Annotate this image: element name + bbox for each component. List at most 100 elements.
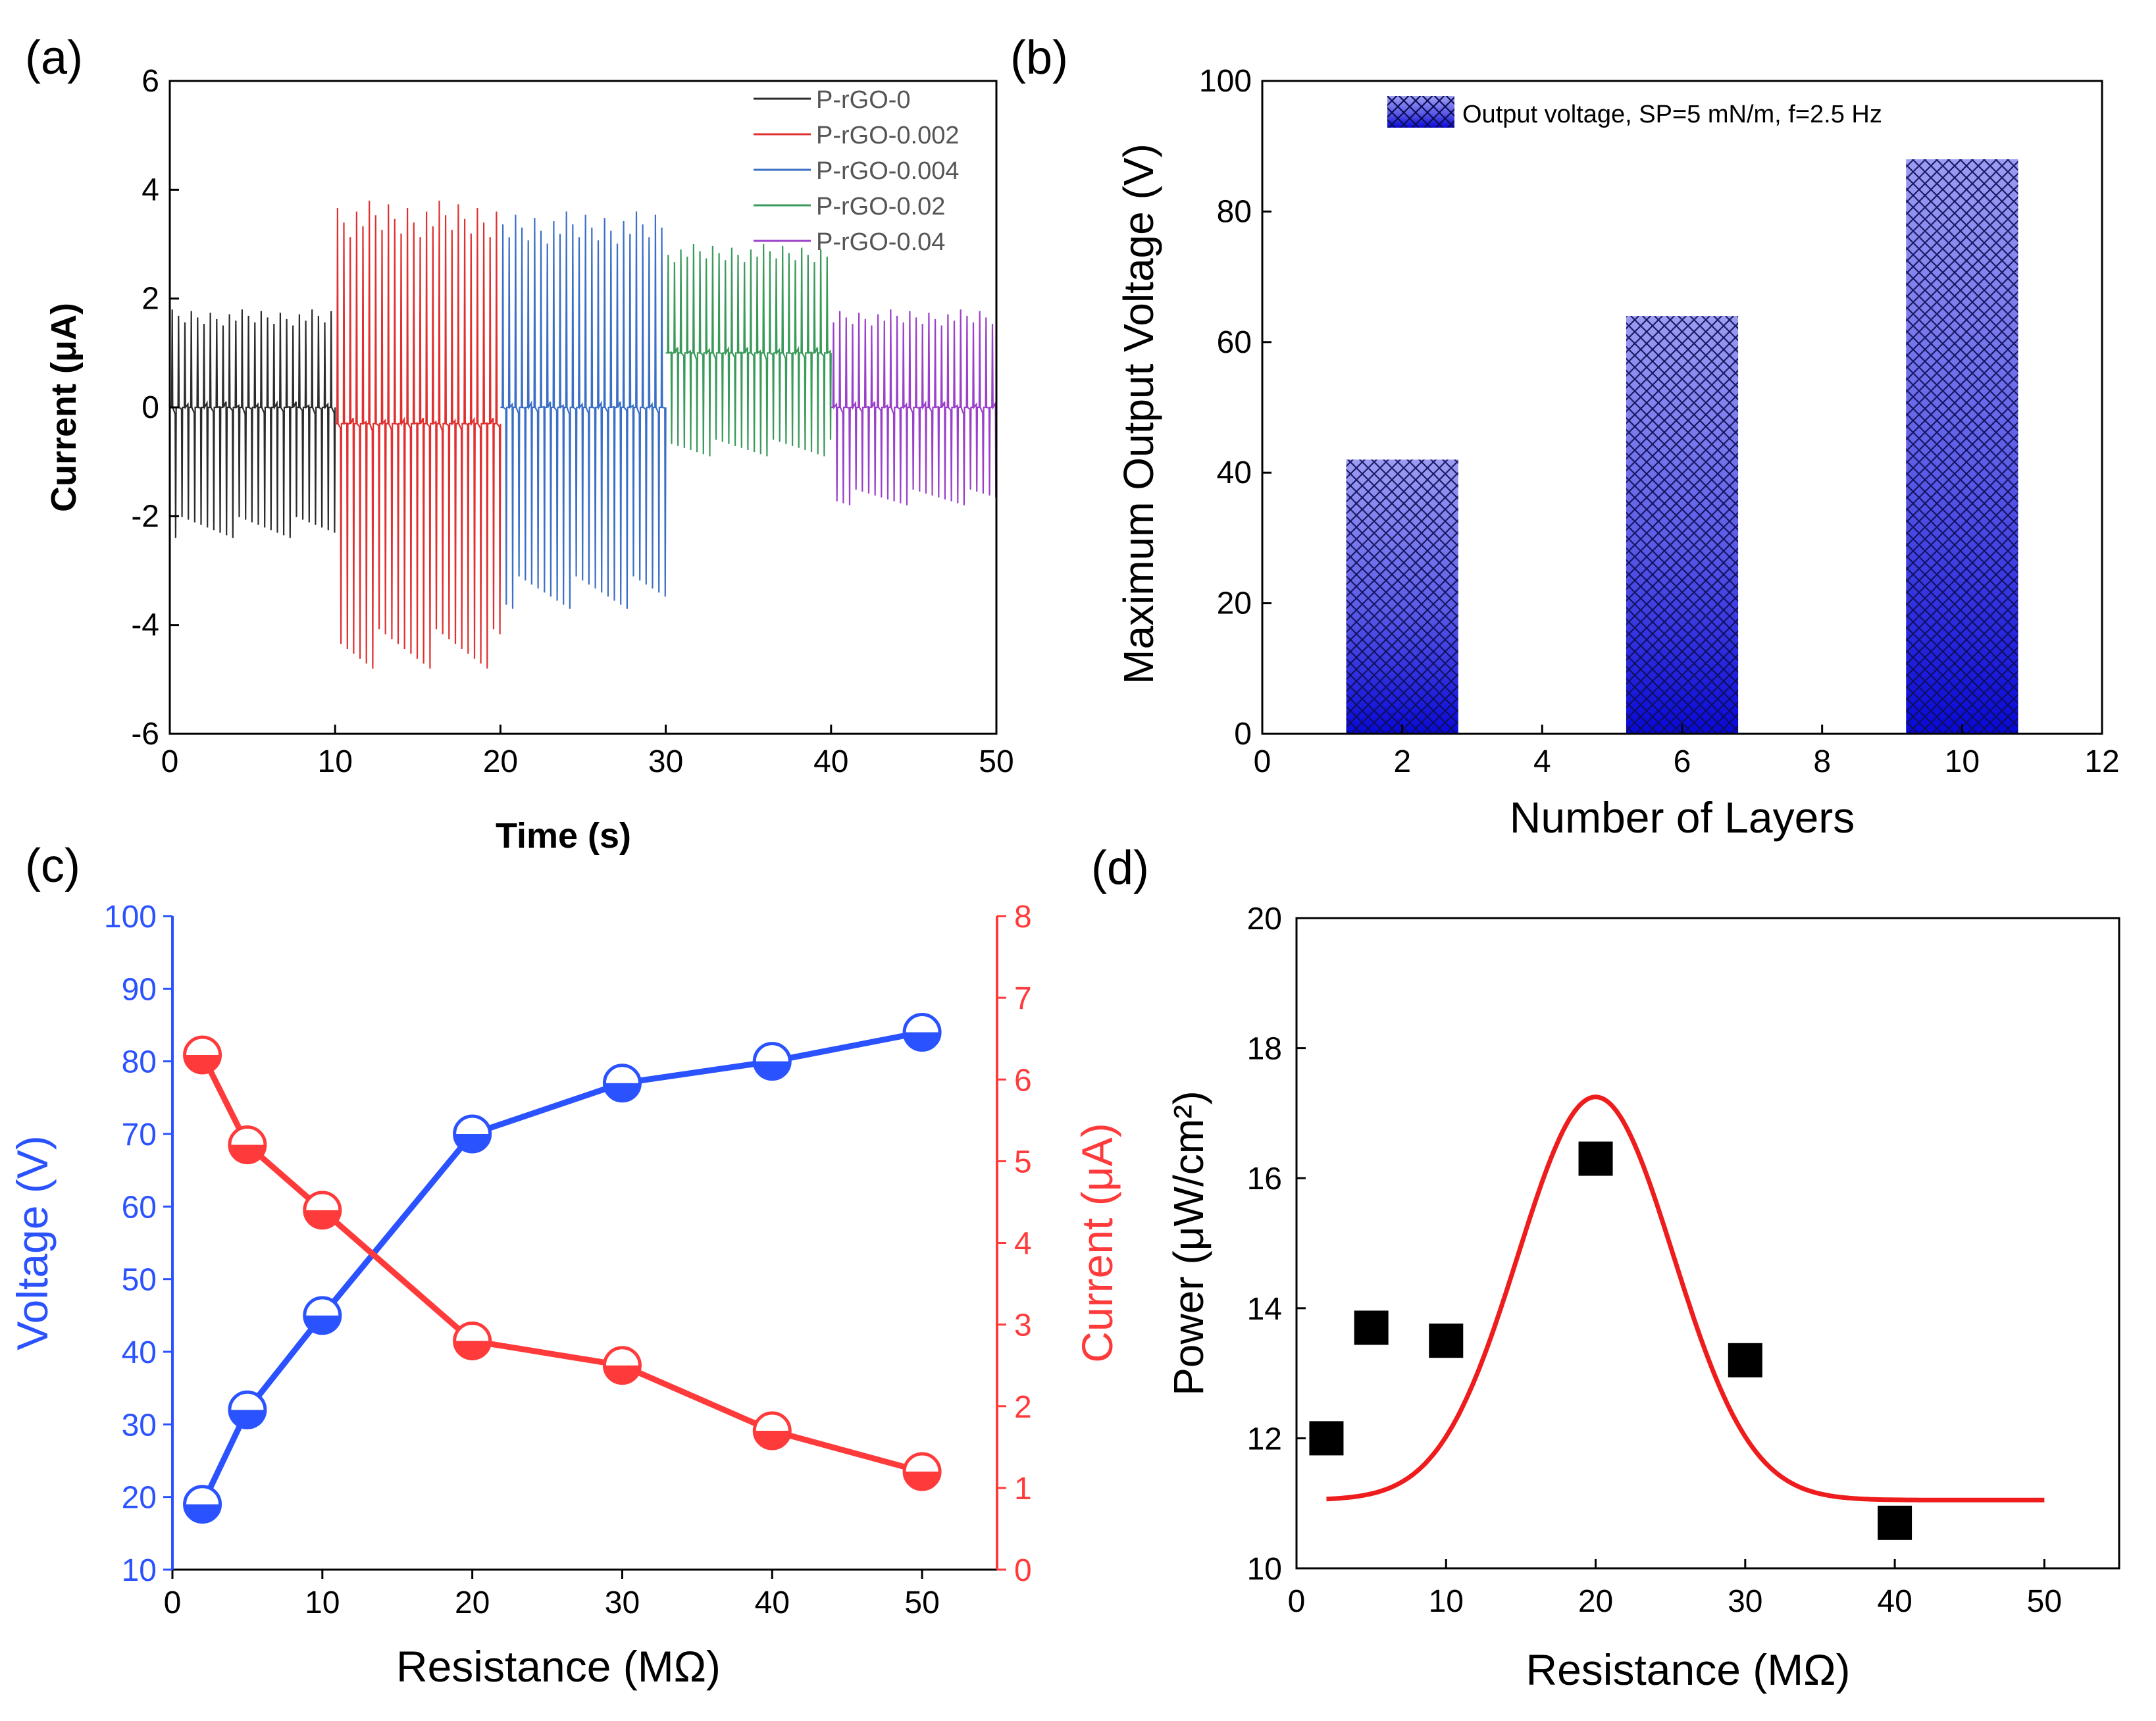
marker-half xyxy=(304,1315,340,1333)
x-tick-label: 10 xyxy=(1429,1584,1464,1619)
right-axis-title: Current (μA) xyxy=(1073,1123,1121,1362)
panel-label-a: (a) xyxy=(25,32,83,84)
marker-half xyxy=(604,1083,640,1101)
left-tick-label: 40 xyxy=(122,1335,157,1370)
marker-half xyxy=(604,1365,640,1383)
x-axis-title: Time (s) xyxy=(496,816,631,856)
legend-label: P-rGO-0.02 xyxy=(816,193,945,220)
series-line-current xyxy=(199,1053,923,1475)
data-point-power xyxy=(1309,1421,1344,1456)
x-tick-label: 30 xyxy=(1728,1584,1762,1619)
x-tick-label: 40 xyxy=(1877,1584,1912,1619)
right-tick-label: 4 xyxy=(1014,1227,1032,1262)
plot-frame-d xyxy=(1295,917,2120,1570)
bar-group xyxy=(1906,159,2018,734)
data-point-voltage xyxy=(183,1485,222,1524)
series-p-rgo-0-004 xyxy=(500,211,667,609)
x-tick-label: 30 xyxy=(605,1585,640,1620)
left-tick-label: 70 xyxy=(122,1117,157,1152)
series-line-p-rgo-0-04 xyxy=(831,309,996,505)
data-point-current xyxy=(183,1035,222,1075)
legend-label: Output voltage, SP=5 mN/m, f=2.5 Hz xyxy=(1462,101,1882,128)
x-tick-label: 50 xyxy=(904,1585,939,1620)
right-tick-label: 6 xyxy=(1014,1063,1032,1098)
marker-half xyxy=(184,1055,220,1073)
left-tick-label: 90 xyxy=(122,972,157,1007)
data-point-power xyxy=(1429,1323,1464,1358)
x-tick-label: 20 xyxy=(1578,1584,1613,1619)
y-tick-label: 6 xyxy=(141,64,159,99)
y-tick-label: -2 xyxy=(131,499,159,534)
data-point-voltage xyxy=(228,1390,267,1429)
x-tick-label: 10 xyxy=(305,1585,340,1620)
data-point-current xyxy=(902,1452,942,1491)
bar-hatch xyxy=(1346,459,1458,734)
data-point-voltage xyxy=(453,1114,492,1154)
y-tick-label: 10 xyxy=(1247,1552,1282,1587)
series-p-rgo-0 xyxy=(170,309,336,538)
legend-label: P-rGO-0 xyxy=(816,86,911,114)
data-point-current xyxy=(453,1321,492,1360)
data-point-power xyxy=(1728,1343,1762,1377)
panel-label-b: (b) xyxy=(1010,32,1068,84)
y-tick-label: 100 xyxy=(1199,64,1252,99)
data-point-current xyxy=(228,1125,267,1165)
panel-label-d: (d) xyxy=(1091,842,1149,894)
left-axis-title: Voltage (V) xyxy=(8,1135,57,1350)
legend-swatch-hatch xyxy=(1387,96,1454,128)
y-tick-label: 80 xyxy=(1217,194,1252,229)
y-axis-title: Power (μW/cm²) xyxy=(1165,1091,1212,1396)
x-tick-label: 0 xyxy=(1254,744,1271,779)
series-line-p-rgo-0-002 xyxy=(335,200,501,669)
x-tick-label: 0 xyxy=(1288,1584,1306,1619)
bar-group xyxy=(1626,316,1739,734)
x-tick-label: 12 xyxy=(2084,744,2119,779)
series-line-p-rgo-0-02 xyxy=(665,244,832,457)
series-power xyxy=(1309,1141,1912,1540)
marker-half xyxy=(904,1032,940,1050)
y-tick-label: 20 xyxy=(1217,586,1252,621)
data-point-power xyxy=(1878,1505,1912,1540)
x-tick-label: 2 xyxy=(1393,744,1411,779)
right-tick-label: 1 xyxy=(1014,1472,1032,1506)
legend-b: Output voltage, SP=5 mN/m, f=2.5 Hz xyxy=(1387,96,1882,128)
legend-a: P-rGO-0 P-rGO-0.002 P-rGO-0.004 P-rGO-0.02 P… xyxy=(754,86,960,256)
legend-label: P-rGO-0.002 xyxy=(816,122,960,149)
y-tick-label: 40 xyxy=(1217,455,1252,490)
fit-curve xyxy=(1326,1094,2045,1503)
series-line-p-rgo-0 xyxy=(170,309,336,538)
y-tick-label: 2 xyxy=(141,282,159,317)
panel-label-c: (c) xyxy=(25,840,80,892)
series-line-p-rgo-0-004 xyxy=(500,211,667,609)
data-point-voltage xyxy=(303,1296,342,1335)
right-tick-label: 8 xyxy=(1014,900,1032,935)
panel-a: (a) 0 10 20 30 40 50 -6 -4 -2 0 2 4 6 Time (s) Current … xyxy=(25,32,1014,856)
series-voltage xyxy=(183,1013,942,1524)
left-tick-label: 10 xyxy=(122,1553,157,1588)
x-tick-label: 50 xyxy=(2027,1584,2062,1619)
y-tick-label: 12 xyxy=(1247,1422,1282,1456)
x-tick-label: 20 xyxy=(455,1585,490,1620)
x-tick-label: 6 xyxy=(1674,744,1691,779)
series-p-rgo-0-002 xyxy=(335,200,501,669)
marker-half xyxy=(454,1341,490,1359)
x-axis-title: Resistance (MΩ) xyxy=(396,1642,721,1691)
bar-hatch xyxy=(1626,316,1739,734)
y-tick-label: 60 xyxy=(1217,325,1252,360)
y-tick-label: 0 xyxy=(141,390,159,425)
y-tick-label: -6 xyxy=(131,717,159,752)
right-tick-label: 5 xyxy=(1014,1144,1032,1179)
y-axis-title: Current (μA) xyxy=(44,303,84,512)
y-tick-label: 4 xyxy=(141,172,159,207)
data-point-current xyxy=(602,1346,642,1385)
panel-c: (c)0 10 20 30 40 5010203040506070809010001234… xyxy=(8,840,1121,1691)
marker-half xyxy=(454,1134,490,1152)
y-tick-label: 14 xyxy=(1247,1292,1282,1327)
x-axis-title: Number of Layers xyxy=(1510,793,1855,842)
left-tick-label: 80 xyxy=(122,1045,157,1080)
x-tick-label: 0 xyxy=(161,744,179,779)
bar-hatch xyxy=(1906,159,2018,734)
x-tick-label: 50 xyxy=(979,744,1014,779)
x-tick-label: 30 xyxy=(648,744,683,779)
marker-half xyxy=(754,1061,790,1079)
